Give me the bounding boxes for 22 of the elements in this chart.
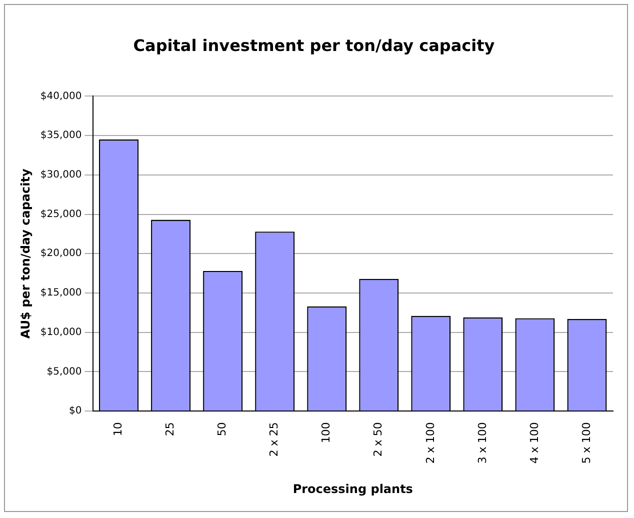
y-tick-label: $15,000	[40, 288, 82, 299]
chart-title: Capital investment per ton/day capacity	[133, 36, 496, 55]
y-tick-label: $20,000	[40, 248, 82, 260]
x-tick-label: 2 x 100	[424, 422, 437, 464]
y-tick-label: $25,000	[40, 208, 82, 220]
x-tick-label: 50	[216, 422, 229, 436]
y-tick-label: $10,000	[40, 326, 82, 338]
y-tick-label: $35,000	[40, 130, 82, 142]
x-tick-label: 2 x 25	[268, 422, 281, 457]
y-tick-label: $30,000	[40, 170, 82, 181]
y-axis-title: AU$ per ton/day capacity	[18, 168, 32, 339]
x-tick-label: 25	[164, 422, 177, 436]
x-tick-label: 10	[112, 422, 125, 436]
x-tick-label: 100	[320, 422, 333, 444]
y-tick-label: $0	[69, 406, 82, 417]
x-tick-label: 3 x 100	[476, 422, 489, 464]
x-tick-label: 5 x 100	[580, 422, 593, 464]
y-tick-label: $5,000	[46, 366, 82, 378]
x-axis-title: Processing plants	[292, 482, 413, 496]
y-tick-label: $40,000	[40, 90, 82, 102]
x-tick-label: 2 x 50	[372, 422, 385, 457]
x-tick-label: 4 x 100	[528, 422, 541, 464]
